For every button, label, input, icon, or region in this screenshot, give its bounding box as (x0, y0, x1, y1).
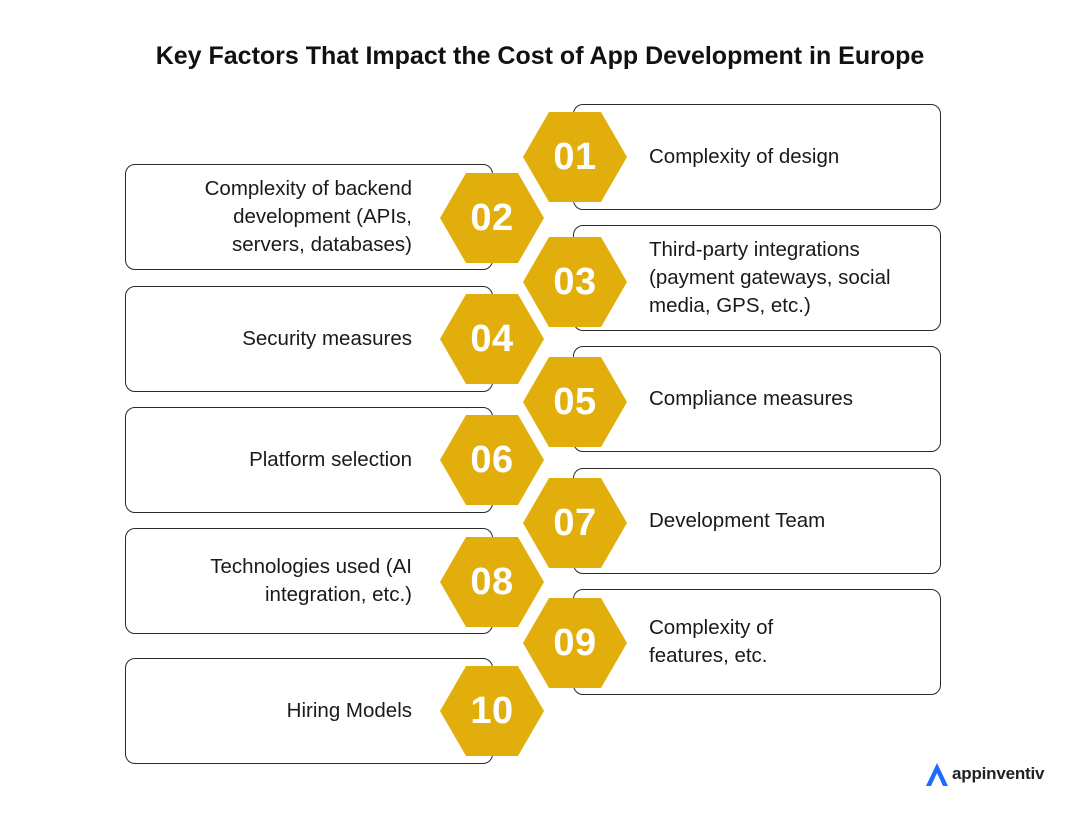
factor-card-development-team: Development Team (573, 468, 941, 574)
factor-label: Technologies used (AI integration, etc.) (210, 554, 412, 606)
page-title: Key Factors That Impact the Cost of App … (155, 42, 925, 70)
badge-number: 08 (470, 560, 514, 603)
factor-label: Compliance measures (649, 386, 853, 410)
factor-label: Hiring Models (286, 698, 412, 722)
badge-number: 07 (553, 501, 597, 544)
factor-card-complexity-of-design: Complexity of design (573, 104, 941, 210)
brand-name: appinventiv (952, 764, 1045, 783)
badge-number: 09 (553, 621, 597, 664)
appinventiv-logo-icon (926, 763, 948, 786)
factor-card-security-measures: Security measures (125, 286, 493, 392)
factor-label: Complexity of backend development (APIs,… (204, 176, 412, 257)
badge-number: 05 (553, 380, 597, 423)
factor-label: Security measures (242, 326, 412, 350)
factor-card-backend-development: Complexity of backend development (APIs,… (125, 164, 493, 270)
badge-number: 01 (553, 135, 597, 178)
factor-label: Third-party integrations (payment gatewa… (649, 237, 891, 318)
badge-number: 03 (553, 260, 597, 303)
factor-card-hiring-models: Hiring Models (125, 658, 493, 764)
factor-label: Development Team (649, 508, 826, 532)
badge-number: 06 (470, 438, 514, 481)
brand-logo: appinventiv (924, 760, 1044, 788)
factor-label: Complexity of design (649, 144, 840, 168)
factor-card-third-party-integrations: Third-party integrations (payment gatewa… (573, 225, 941, 331)
factor-card-complexity-of-features: Complexity of features, etc. (573, 589, 941, 695)
factor-label: Complexity of features, etc. (649, 615, 774, 667)
factor-label: Platform selection (249, 447, 412, 471)
factor-card-compliance-measures: Compliance measures (573, 346, 941, 452)
factor-card-platform-selection: Platform selection (125, 407, 493, 513)
badge-number: 02 (470, 196, 514, 239)
badge-number: 10 (470, 689, 514, 732)
badge-number: 04 (470, 317, 514, 360)
factor-card-technologies-used: Technologies used (AI integration, etc.) (125, 528, 493, 634)
